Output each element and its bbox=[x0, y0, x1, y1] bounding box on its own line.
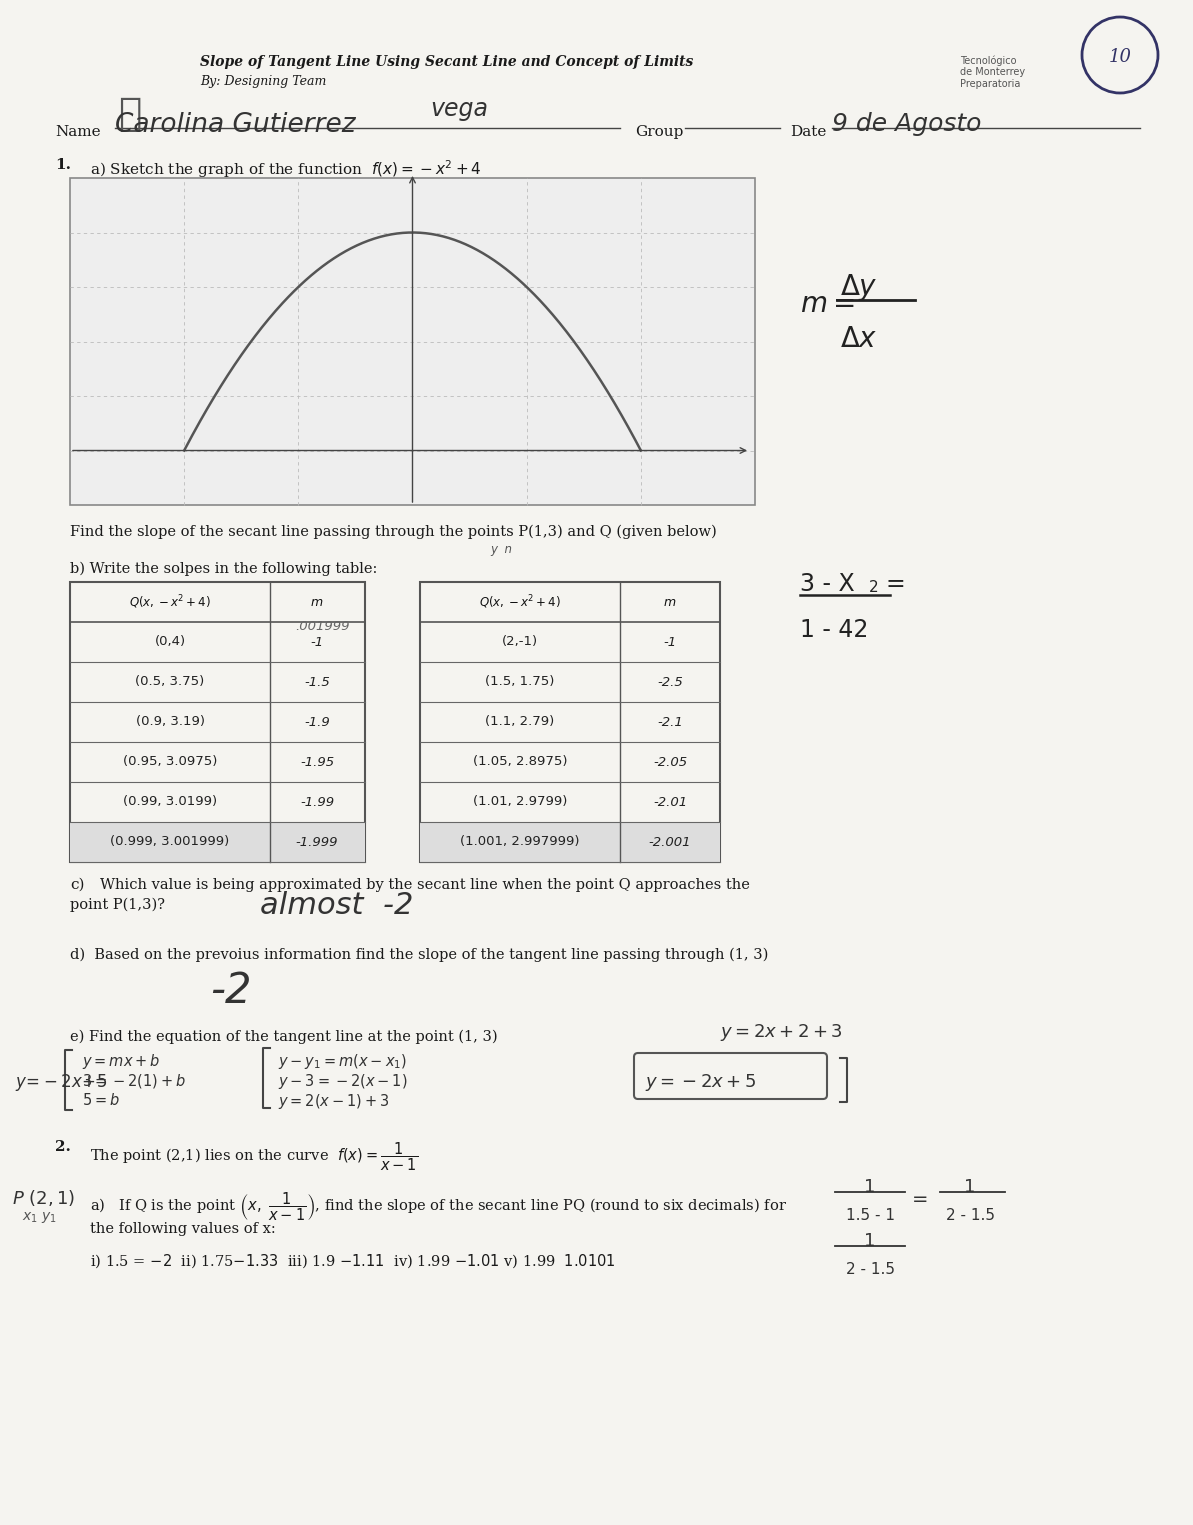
Text: the following values of x:: the following values of x: bbox=[89, 1222, 276, 1235]
Text: -1: -1 bbox=[663, 636, 676, 648]
Text: -2.1: -2.1 bbox=[657, 715, 682, 729]
Text: (1.01, 2.9799): (1.01, 2.9799) bbox=[472, 796, 567, 808]
Text: m: m bbox=[665, 595, 676, 608]
Text: -1: -1 bbox=[310, 636, 323, 648]
Text: 1: 1 bbox=[964, 1177, 976, 1196]
Text: almost  -2: almost -2 bbox=[260, 891, 414, 920]
Bar bbox=[70, 822, 365, 862]
Text: e) Find the equation of the tangent line at the point (1, 3): e) Find the equation of the tangent line… bbox=[70, 1029, 497, 1045]
Text: -1.99: -1.99 bbox=[299, 796, 334, 808]
Text: i) 1.5 = $-2$  ii) 1.75$-1.33$  iii) 1.9 $-1.11$  iv) 1.99 $-1.01$ v) 1.99  $1.0: i) 1.5 = $-2$ ii) 1.75$-1.33$ iii) 1.9 $… bbox=[89, 1252, 616, 1270]
Text: (2,-1): (2,-1) bbox=[502, 636, 538, 648]
Text: $y = 2x + 2 + 3$: $y = 2x + 2 + 3$ bbox=[721, 1022, 843, 1043]
Bar bbox=[70, 178, 755, 505]
Text: Slope of Tangent Line Using Secant Line and Concept of Limits: Slope of Tangent Line Using Secant Line … bbox=[200, 55, 693, 69]
Text: 2: 2 bbox=[869, 580, 878, 595]
Text: 1.5 - 1: 1.5 - 1 bbox=[846, 1208, 895, 1223]
Text: $y = -2x + 5$: $y = -2x + 5$ bbox=[645, 1072, 756, 1093]
Text: =: = bbox=[911, 1190, 928, 1209]
Text: $P\ (2,1)$: $P\ (2,1)$ bbox=[12, 1188, 75, 1208]
Text: -2.5: -2.5 bbox=[657, 676, 682, 688]
Text: $Q(x,-x^2+4)$: $Q(x,-x^2+4)$ bbox=[480, 593, 561, 612]
Text: 1: 1 bbox=[864, 1232, 876, 1250]
Text: point P(1,3)?: point P(1,3)? bbox=[70, 898, 165, 912]
Text: .001999: .001999 bbox=[295, 621, 350, 633]
Text: $y = mx + b$: $y = mx + b$ bbox=[82, 1052, 160, 1071]
Text: (0.99, 3.0199): (0.99, 3.0199) bbox=[123, 796, 217, 808]
Text: 10: 10 bbox=[1108, 47, 1131, 66]
Text: y  n: y n bbox=[490, 543, 512, 557]
Text: Find the slope of the secant line passing through the points P(1,3) and Q (given: Find the slope of the secant line passin… bbox=[70, 525, 717, 540]
Text: (0.95, 3.0975): (0.95, 3.0975) bbox=[123, 755, 217, 769]
Text: Tecnológico
de Monterrey
Preparatoria: Tecnológico de Monterrey Preparatoria bbox=[960, 55, 1025, 88]
Text: (0.999, 3.001999): (0.999, 3.001999) bbox=[111, 836, 229, 848]
Text: b) Write the solpes in the following table:: b) Write the solpes in the following tab… bbox=[70, 563, 377, 576]
Text: $Q(x,-x^2+4)$: $Q(x,-x^2+4)$ bbox=[129, 593, 211, 612]
Text: -2.01: -2.01 bbox=[653, 796, 687, 808]
Text: 1 - 42: 1 - 42 bbox=[801, 618, 869, 642]
Text: -1.999: -1.999 bbox=[296, 836, 339, 848]
Text: d)  Based on the prevoius information find the slope of the tangent line passing: d) Based on the prevoius information fin… bbox=[70, 949, 768, 962]
Text: $m=$: $m=$ bbox=[801, 290, 855, 319]
Text: -1.9: -1.9 bbox=[304, 715, 330, 729]
Text: 1: 1 bbox=[864, 1177, 876, 1196]
Text: 9 de Agosto: 9 de Agosto bbox=[832, 111, 982, 136]
Text: $y\!=\!-2x\!+\!5$: $y\!=\!-2x\!+\!5$ bbox=[16, 1072, 107, 1093]
Text: $\Delta x$: $\Delta x$ bbox=[840, 325, 878, 352]
Text: (0,4): (0,4) bbox=[154, 636, 186, 648]
Text: Name: Name bbox=[55, 125, 100, 139]
Text: -2.001: -2.001 bbox=[649, 836, 691, 848]
Text: 2 - 1.5: 2 - 1.5 bbox=[946, 1208, 995, 1223]
Text: $3 = -2(1) + b$: $3 = -2(1) + b$ bbox=[82, 1072, 186, 1090]
Text: (1.05, 2.8975): (1.05, 2.8975) bbox=[472, 755, 567, 769]
Bar bbox=[420, 583, 721, 862]
Text: Which value is being approximated by the secant line when the point Q approaches: Which value is being approximated by the… bbox=[100, 878, 750, 892]
Text: $y - y_1 = m(x - x_1)$: $y - y_1 = m(x - x_1)$ bbox=[278, 1052, 407, 1071]
Text: vega: vega bbox=[429, 98, 488, 120]
Text: m: m bbox=[311, 595, 323, 608]
Text: $x_1\ y_1$: $x_1\ y_1$ bbox=[21, 1209, 57, 1225]
Text: $y - 3 = -2(x - 1)$: $y - 3 = -2(x - 1)$ bbox=[278, 1072, 408, 1090]
Text: 1.: 1. bbox=[55, 159, 72, 172]
Text: $5 = b$: $5 = b$ bbox=[82, 1092, 119, 1109]
Bar bbox=[420, 822, 721, 862]
Text: (1.1, 2.79): (1.1, 2.79) bbox=[486, 715, 555, 729]
Text: =: = bbox=[885, 572, 904, 596]
Text: (0.9, 3.19): (0.9, 3.19) bbox=[136, 715, 204, 729]
Text: -2.05: -2.05 bbox=[653, 755, 687, 769]
Text: By: Designing Team: By: Designing Team bbox=[200, 75, 327, 88]
Text: -1.5: -1.5 bbox=[304, 676, 330, 688]
Text: Group: Group bbox=[635, 125, 684, 139]
Text: 2.: 2. bbox=[55, 1141, 70, 1154]
Text: 3 - X: 3 - X bbox=[801, 572, 854, 596]
Text: Date: Date bbox=[790, 125, 827, 139]
Text: c): c) bbox=[70, 878, 85, 892]
Bar bbox=[70, 583, 365, 862]
Text: $y = 2(x - 1) + 3$: $y = 2(x - 1) + 3$ bbox=[278, 1092, 390, 1112]
Text: The point (2,1) lies on the curve  $f(x)=\dfrac{1}{x-1}$: The point (2,1) lies on the curve $f(x)=… bbox=[89, 1141, 418, 1173]
Text: a) Sketch the graph of the function  $f(x)=-x^2+4$: a) Sketch the graph of the function $f(x… bbox=[89, 159, 482, 180]
Text: (0.5, 3.75): (0.5, 3.75) bbox=[135, 676, 205, 688]
Text: (1.001, 2.997999): (1.001, 2.997999) bbox=[460, 836, 580, 848]
Text: Carolina Gutierrez: Carolina Gutierrez bbox=[115, 111, 356, 137]
Text: $\Delta y$: $\Delta y$ bbox=[840, 271, 878, 303]
Text: a)   If Q is the point $\left(x,\ \dfrac{1}{x-1}\right)$, find the slope of the : a) If Q is the point $\left(x,\ \dfrac{1… bbox=[89, 1190, 787, 1223]
Text: 📖: 📖 bbox=[118, 95, 142, 133]
Text: (1.5, 1.75): (1.5, 1.75) bbox=[486, 676, 555, 688]
Text: 2 - 1.5: 2 - 1.5 bbox=[846, 1263, 895, 1276]
Text: -1.95: -1.95 bbox=[299, 755, 334, 769]
Text: -2: -2 bbox=[210, 970, 252, 1013]
